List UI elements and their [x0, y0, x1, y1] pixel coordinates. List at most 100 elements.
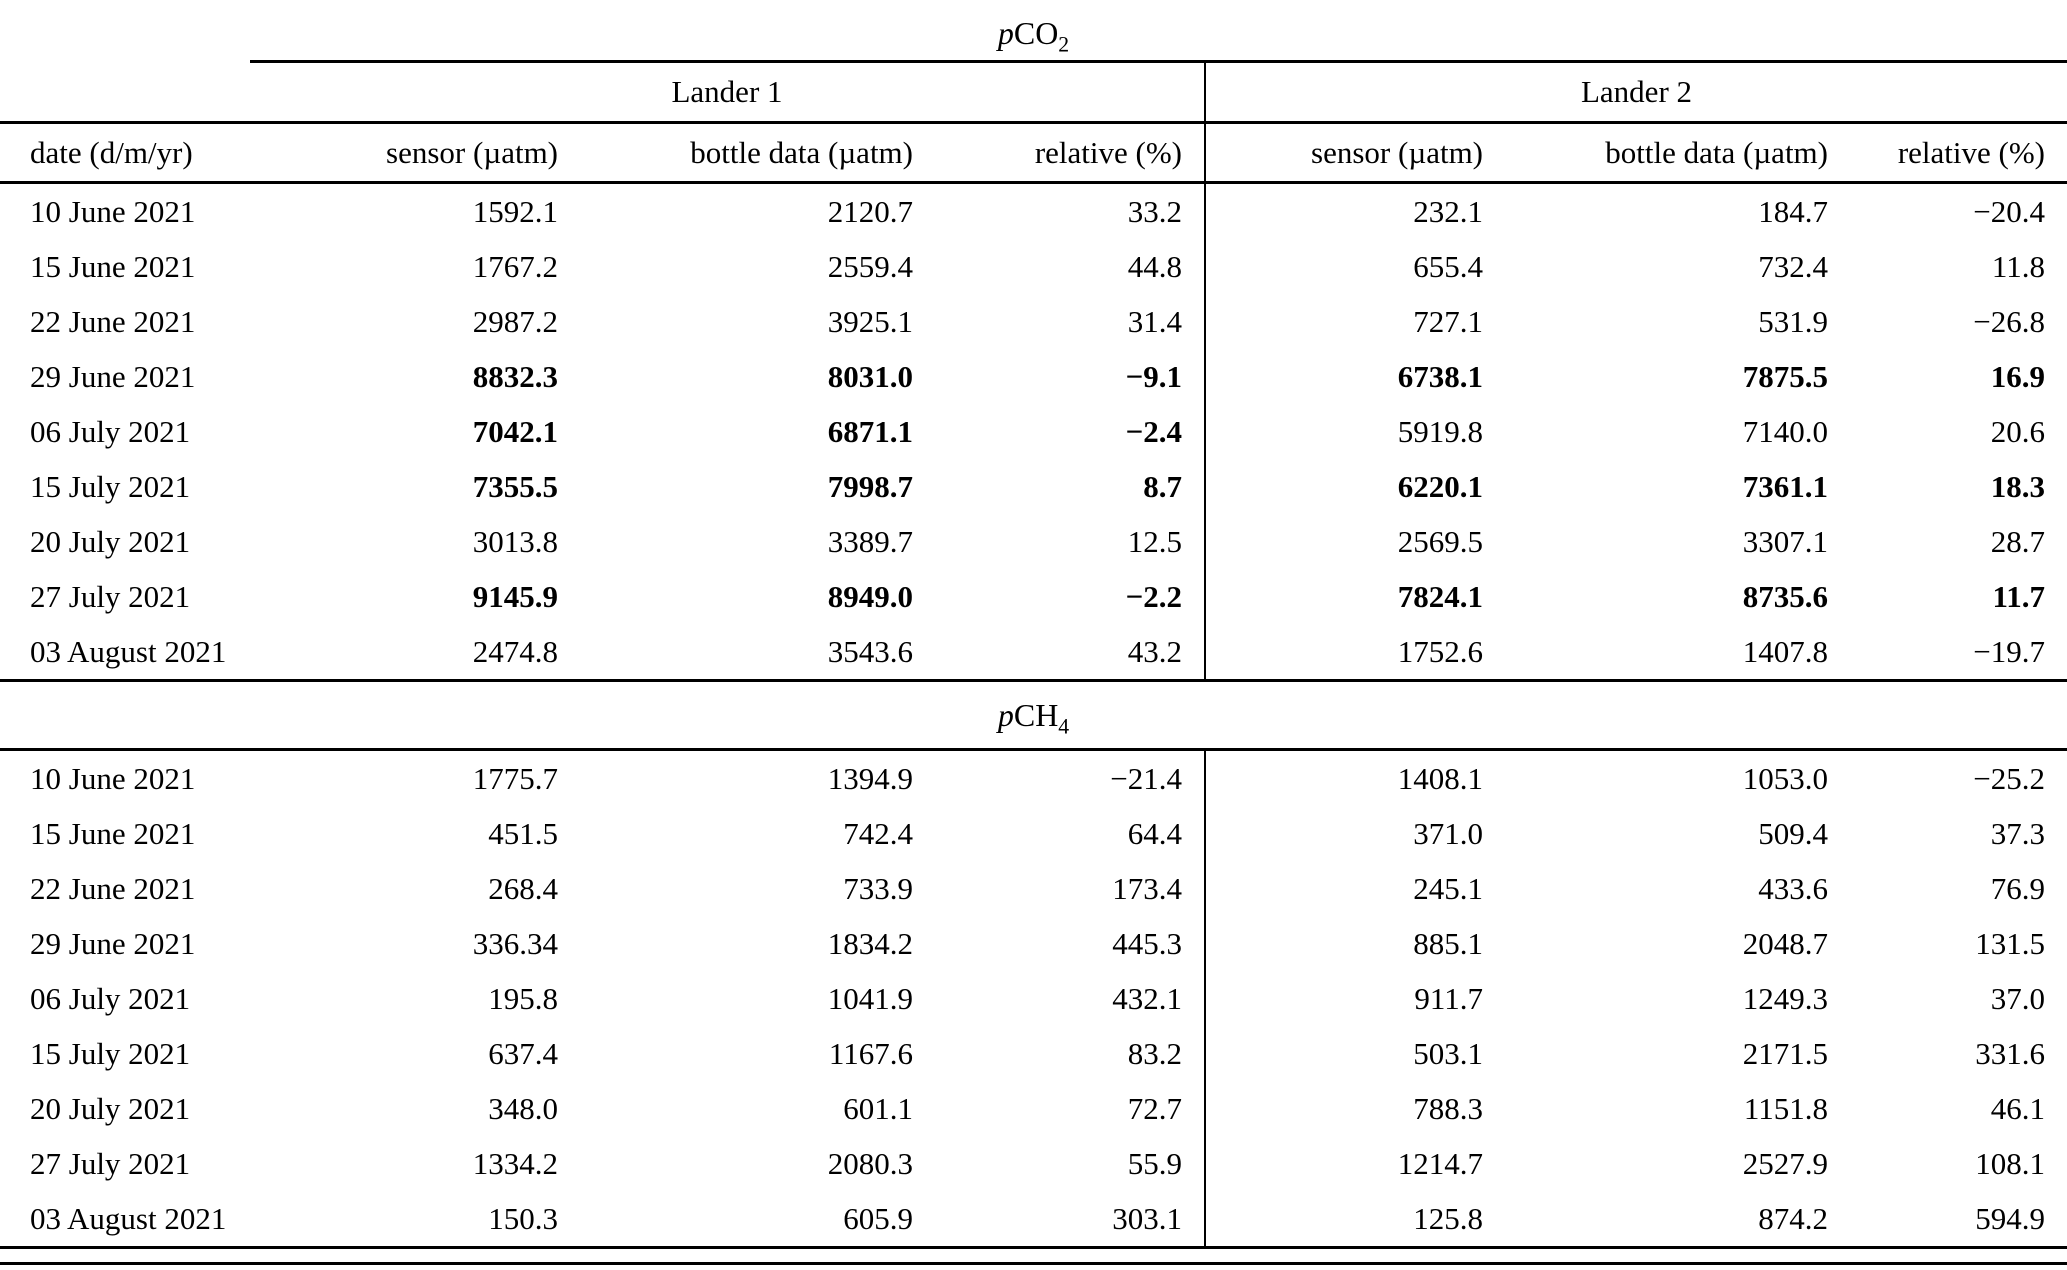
value-cell: 37.0	[1990, 980, 2046, 1016]
value-cell: 44.8	[1127, 248, 1182, 284]
value-cell: 8832.3	[472, 358, 558, 394]
value-cell: 72.7	[1127, 1090, 1182, 1126]
value-cell: 1151.8	[1743, 1090, 1828, 1126]
value-cell: 3389.7	[827, 523, 913, 559]
value-cell: 18.3	[1990, 468, 2046, 504]
value-cell: 6871.1	[827, 413, 913, 449]
value-cell: 742.4	[843, 815, 913, 851]
value-cell: 7361.1	[1742, 468, 1828, 504]
value-cell: 432.1	[1112, 980, 1182, 1016]
value-cell: 7998.7	[827, 468, 913, 504]
value-cell: 2171.5	[1742, 1035, 1828, 1071]
lander2-group-header: Lander 2	[1203, 61, 2067, 124]
date-cell: 03 August 2021	[0, 1191, 250, 1249]
pco2-section-title: pCO2	[0, 0, 2067, 60]
value-cell: 55.9	[1127, 1145, 1182, 1181]
value-cell: 37.3	[1990, 815, 2046, 851]
value-cell: 509.4	[1758, 815, 1828, 851]
value-cell: −2.4	[1125, 413, 1182, 449]
pch4-title-prefix: p	[997, 696, 1014, 733]
value-cell: 8.7	[1143, 468, 1182, 504]
value-cell: 788.3	[1204, 1081, 1505, 1136]
date-cell: 15 July 2021	[30, 1035, 191, 1071]
value-cell: 303.1	[935, 1191, 1205, 1249]
date-cell: 10 June 2021	[30, 193, 196, 229]
value-cell: −25.2	[1973, 760, 2046, 796]
value-cell: 1408.1	[1204, 749, 1505, 806]
lander1-group-header: Lander 1	[250, 61, 1205, 124]
table-bottom-rule	[0, 1262, 2067, 1265]
value-cell: 7875.5	[1742, 358, 1828, 394]
value-cell: 3543.6	[580, 624, 935, 682]
column-header-row: date (d/m/yr) sensor (µatm) bottle data …	[0, 122, 2067, 184]
pch4-section-title: pCH4	[0, 680, 2067, 751]
table-row: 20 July 2021 348.0 601.1 72.7 788.3 1151.8 46.…	[0, 1081, 2067, 1136]
column-header-bottle-l1: bottle data (µatm)	[580, 122, 935, 184]
value-cell: 5919.8	[1204, 404, 1505, 459]
value-cell: 173.4	[1112, 870, 1182, 906]
date-cell: 29 June 2021	[30, 358, 196, 394]
pch4-title-row: pCH4	[0, 680, 2067, 751]
column-header-date: date (d/m/yr)	[0, 122, 250, 184]
value-cell: 1214.7	[1204, 1136, 1505, 1191]
table-row: 06 July 2021 7042.1 6871.1 −2.4 5919.8 7140.0…	[0, 404, 2067, 459]
value-cell: −20.4	[1973, 193, 2046, 229]
table-row: 22 June 2021 268.4 733.9 173.4 245.1 433.6 76.…	[0, 861, 2067, 916]
value-cell: 28.7	[1990, 523, 2046, 559]
date-cell: 03 August 2021	[0, 624, 250, 682]
table-header: pCO2 Lander 1 Lander 2 date (d/m/yr) sen…	[0, 0, 2067, 184]
value-cell: 7824.1	[1204, 569, 1505, 624]
value-cell: 6220.1	[1204, 459, 1505, 514]
value-cell: 6738.1	[1204, 349, 1505, 404]
value-cell: 2120.7	[827, 193, 913, 229]
value-cell: 732.4	[1758, 248, 1828, 284]
date-cell: 27 July 2021	[30, 578, 191, 614]
date-cell: 15 June 2021	[30, 815, 196, 851]
value-cell: 1394.9	[827, 760, 913, 796]
value-cell: 7140.0	[1742, 413, 1828, 449]
value-cell: 2569.5	[1204, 514, 1505, 569]
value-cell: 601.1	[843, 1090, 913, 1126]
value-cell: 531.9	[1758, 303, 1828, 339]
date-cell: 06 July 2021	[30, 980, 191, 1016]
table-row: 10 June 2021 1592.1 2120.7 33.2 232.1 184.7 −2…	[0, 182, 2067, 239]
column-header-relative-l1: relative (%)	[935, 122, 1205, 184]
value-cell: 874.2	[1505, 1191, 1850, 1249]
column-header-sensor-l2: sensor (µatm)	[1204, 122, 1505, 184]
lander-group-header-row: Lander 1 Lander 2	[0, 61, 2067, 124]
pco2-title-prefix: p	[997, 14, 1014, 51]
value-cell: 1767.2	[472, 248, 558, 284]
value-cell: 1592.1	[472, 193, 558, 229]
value-cell: 108.1	[1975, 1145, 2046, 1181]
value-cell: 125.8	[1204, 1191, 1505, 1249]
value-cell: −19.7	[1850, 624, 2067, 682]
value-cell: 727.1	[1204, 294, 1505, 349]
value-cell: 733.9	[843, 870, 913, 906]
date-cell: 10 June 2021	[30, 760, 196, 796]
value-cell: 12.5	[1127, 523, 1182, 559]
table-row: 15 June 2021 1767.2 2559.4 44.8 655.4 732.4 11…	[0, 239, 2067, 294]
value-cell: 43.2	[935, 624, 1205, 682]
table-row: 03 August 2021 2474.8 3543.6 43.2 1752.6 1407…	[0, 624, 2067, 682]
date-cell: 15 June 2021	[30, 248, 196, 284]
value-cell: 31.4	[1127, 303, 1182, 339]
value-cell: 3307.1	[1742, 523, 1828, 559]
value-cell: 1407.8	[1505, 624, 1850, 682]
value-cell: 2048.7	[1742, 925, 1828, 961]
value-cell: 2474.8	[250, 624, 580, 682]
table-row: 15 July 2021 637.4 1167.6 83.2 503.1 2171.5 33…	[0, 1026, 2067, 1081]
table-row: 15 July 2021 7355.5 7998.7 8.7 6220.1 7361.1 1…	[0, 459, 2067, 514]
value-cell: 33.2	[1127, 193, 1182, 229]
table-row: 22 June 2021 2987.2 3925.1 31.4 727.1 531.9 −2…	[0, 294, 2067, 349]
value-cell: 11.7	[1992, 578, 2046, 614]
value-cell: 637.4	[488, 1035, 558, 1071]
value-cell: 348.0	[488, 1090, 558, 1126]
value-cell: 1041.9	[827, 980, 913, 1016]
table-row: 29 June 2021 8832.3 8031.0 −9.1 6738.1 7875.5…	[0, 349, 2067, 404]
table-row: 29 June 2021 336.34 1834.2 445.3 885.1 2048.7…	[0, 916, 2067, 971]
value-cell: 268.4	[488, 870, 558, 906]
value-cell: 1775.7	[472, 760, 558, 796]
table-row: 27 July 2021 1334.2 2080.3 55.9 1214.7 2527.9…	[0, 1136, 2067, 1191]
value-cell: 2559.4	[827, 248, 913, 284]
value-cell: 20.6	[1990, 413, 2046, 449]
